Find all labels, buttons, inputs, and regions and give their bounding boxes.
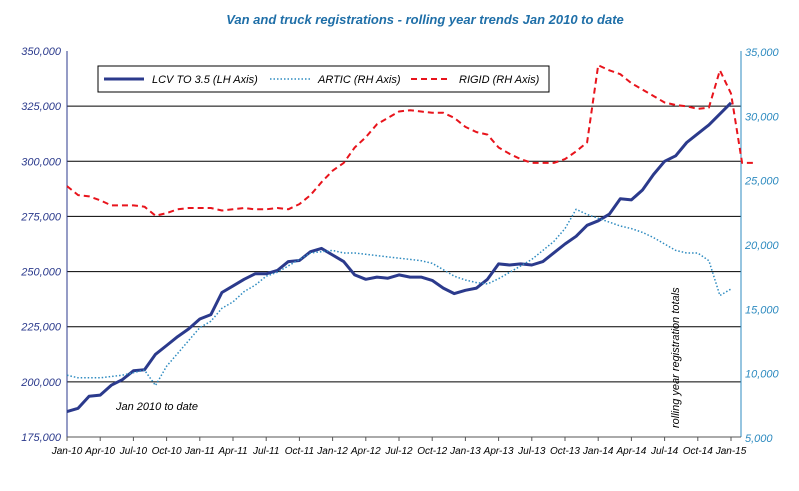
left-axis-ticks: 175,000 200,000 225,000 250,000 275,000 300,0… [20, 46, 62, 444]
right-tick-label: 5,000 [745, 433, 773, 445]
legend-label-lcv: LCV TO 3.5 (LH Axis) [152, 74, 258, 86]
rotated-annotation: rolling year registration totals [670, 287, 682, 428]
axes [66, 51, 742, 438]
x-tick-label: Oct-10 [152, 446, 182, 457]
legend-label-artic: ARTIC (RH Axis) [317, 74, 401, 86]
right-tick-label: 20,000 [744, 240, 780, 252]
x-tick-label: Jan-14 [582, 446, 614, 457]
right-tick-label: 10,000 [745, 369, 780, 381]
x-tick-label: Jan-11 [184, 446, 215, 457]
x-tick-label: Oct-11 [285, 446, 314, 457]
x-tick-label: Jul-10 [119, 446, 148, 457]
left-tick-label: 275,000 [20, 211, 62, 223]
right-tick-label: 30,000 [745, 111, 780, 123]
x-tick-label: Oct-13 [550, 446, 580, 457]
left-tick-label: 250,000 [20, 267, 62, 279]
x-tick-label: Oct-12 [417, 446, 447, 457]
left-tick-label: 225,000 [20, 322, 62, 334]
right-tick-label: 15,000 [745, 304, 780, 316]
x-tick-label: Jan-10 [51, 446, 83, 457]
x-tick-label: Oct-14 [683, 446, 713, 457]
x-axis-ticks: Jan-10 Apr-10 Jul-10 Oct-10 Jan-11 Apr-11 Jul-… [51, 437, 747, 457]
x-tick-label: Apr-12 [350, 446, 381, 457]
legend-box [97, 65, 550, 93]
legend: LCV TO 3.5 (LH Axis) ARTIC (RH Axis) RIGID… [97, 65, 550, 93]
chart-title: Van and truck registrations - rolling ye… [226, 12, 624, 27]
x-tick-label: Apr-13 [483, 446, 514, 457]
left-tick-label: 350,000 [21, 46, 62, 58]
x-tick-label: Jul-13 [517, 446, 546, 457]
right-tick-label: 25,000 [744, 176, 780, 188]
x-tick-label: Jul-14 [650, 446, 679, 457]
left-tick-label: 325,000 [21, 101, 62, 113]
x-tick-label: Apr-14 [615, 446, 646, 457]
x-tick-label: Apr-10 [84, 446, 115, 457]
legend-label-rigid: RIGID (RH Axis) [459, 74, 540, 86]
series-line-rigid [66, 64, 754, 217]
x-tick-label: Jan-13 [449, 446, 481, 457]
series-line-artic [66, 208, 732, 387]
grid [67, 105, 741, 383]
left-tick-label: 200,000 [20, 377, 62, 389]
x-tick-label: Apr-11 [217, 446, 247, 457]
left-tick-label: 175,000 [21, 432, 62, 444]
x-tick-label: Jan-15 [715, 446, 747, 457]
x-tick-label: Jul-12 [384, 446, 413, 457]
x-tick-label: Jan-12 [316, 446, 348, 457]
series-lines [66, 64, 754, 414]
start-annotation: Jan 2010 to date [115, 401, 198, 413]
series-line-lcv [66, 101, 733, 414]
right-axis-ticks: 5,000 10,000 15,000 20,000 25,000 30,000 35,00… [744, 47, 780, 445]
x-tick-label: Jul-11 [252, 446, 280, 457]
right-tick-label: 35,000 [745, 47, 780, 59]
left-tick-label: 300,000 [21, 156, 62, 168]
